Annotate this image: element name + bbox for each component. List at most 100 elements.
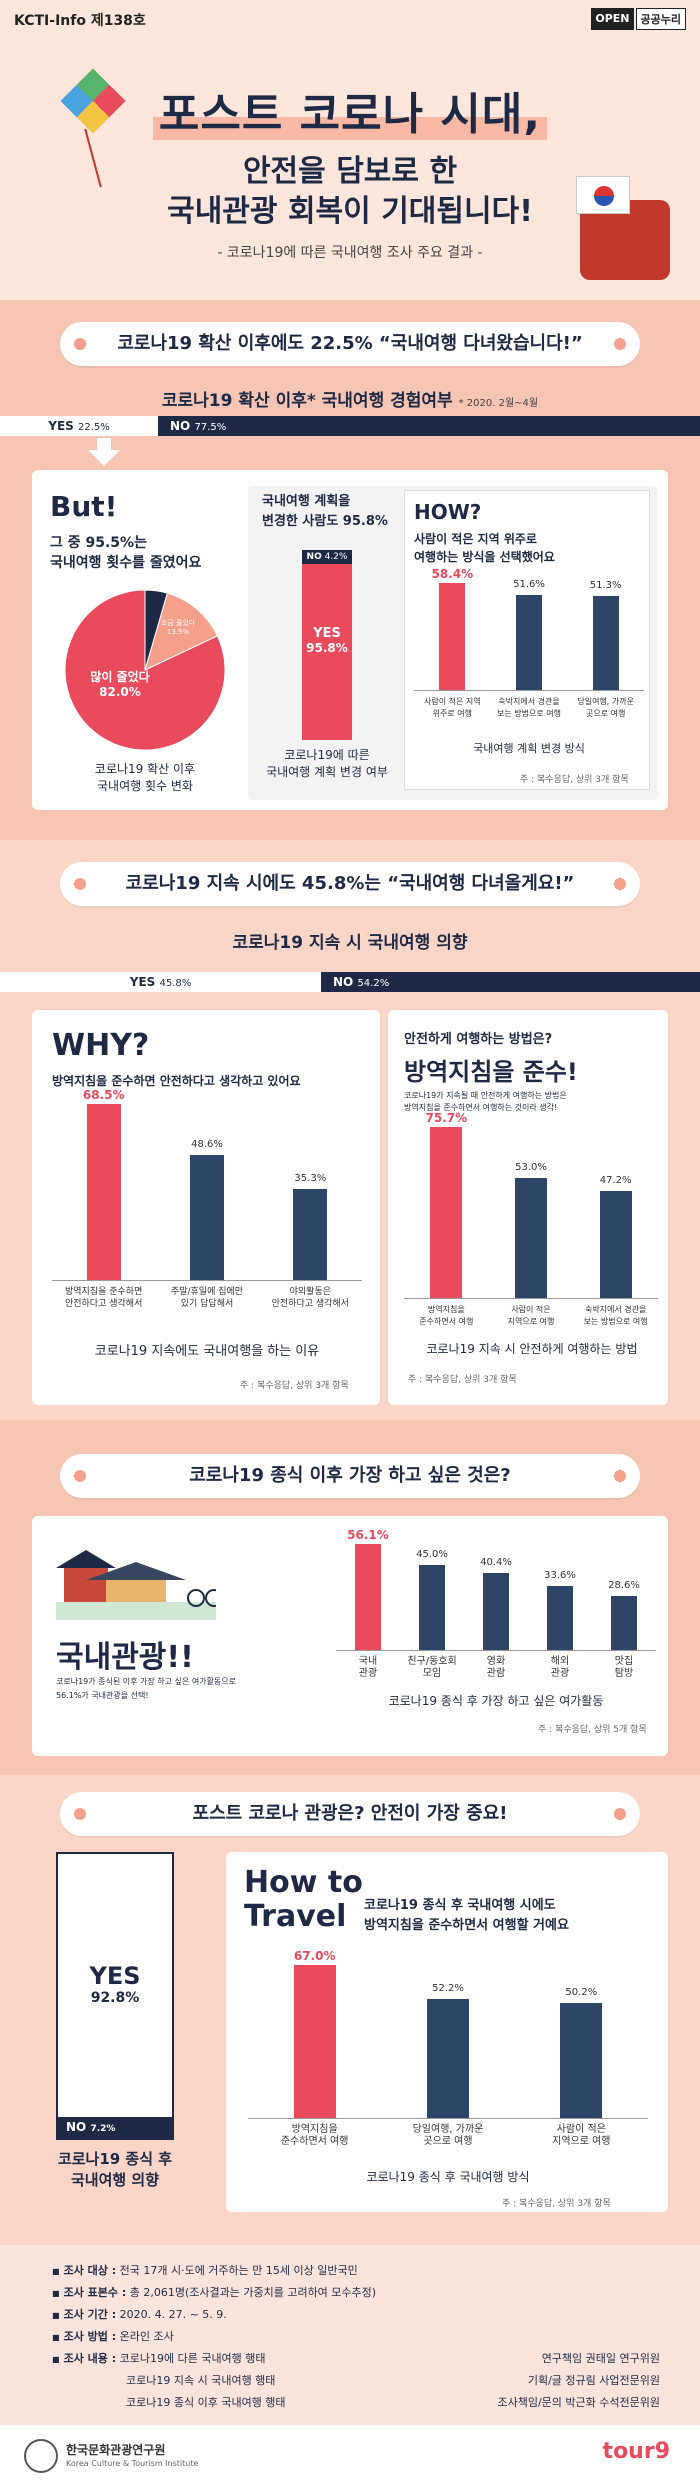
s4-no-segment: NO 7.2% [58, 2117, 172, 2138]
whychart-label-2: 야외활동은 안전하다고 생각해서 [271, 1287, 350, 1309]
why-title: WHY? [52, 1028, 150, 1063]
s3chart-value-2: 40.4% [480, 1557, 512, 1568]
s4chart-bar-0 [294, 1965, 336, 2118]
section-1-pill: 코로나19 확산 이후에도 22.5% “국내여행 다녀왔습니다!” [60, 322, 640, 366]
whychart-value-1: 48.6% [191, 1139, 223, 1150]
s1-subtitle: 코로나19 확산 이후* 국내여행 경험여부 * 2020. 2월~4월 [161, 391, 539, 411]
main-subtitle: 안전을 담보로 한 국내관광 회복이 기대됩니다! [167, 154, 533, 229]
howchart-label-2: 당일여행, 가까운 곳으로 여행 [577, 697, 634, 718]
whychart-value-2: 35.3% [294, 1173, 327, 1184]
safe-desc-2: 방역지침을 준수하면서 여행하는 것이라 생각! [404, 1103, 558, 1112]
whychart-value-0: 68.5% [82, 1088, 125, 1102]
why-bar-chart: 68.5% 방역지침을 준수하면 안전하다고 생각해서 48.6% 주말/휴일에 집에만… [52, 1088, 362, 1309]
open-badge-sub: 공공누리 [635, 8, 686, 30]
whychart-bar-0 [87, 1104, 121, 1280]
section-4-pill: 포스트 코로나 관광은? 안전이 가장 중요! [60, 1792, 640, 1836]
how-text-2: 여행하는 방식을 선택했어요 [414, 550, 555, 564]
howchart-label-1: 숙박지에서 경관을 보는 방법으로 여행 [497, 697, 561, 718]
why-caption: 코로나19 지속에도 국내여행을 하는 이유 [94, 1344, 320, 1359]
whychart-label-1: 주말/휴일에 집에만 있기 답답해서 [170, 1287, 244, 1309]
safe-desc-1: 코로나19가 지속될 때 안전하게 여행하는 방법은 [404, 1091, 567, 1100]
howchart-value-2: 51.3% [589, 580, 622, 591]
whychart-label-0: 방역지침을 준수하면 안전하다고 생각해서 [64, 1287, 143, 1309]
s3chart-value-3: 33.6% [544, 1570, 576, 1581]
open-badge-text: OPEN [591, 8, 634, 30]
s2-yes-segment: YES 45.8% [0, 972, 321, 992]
s4-bar-chart: 67.0% 방역지침을 준수하면서 여행 52.2% 당일여행, 가까운 곳으로 여행 50… [248, 1949, 648, 2147]
palace-illustration-icon [56, 1550, 216, 1620]
korea-flag-icon [576, 176, 630, 214]
s3-bar-chart: 56.1% 국내 관광 45.0% 친구/동호회 모임 40.4% 영화 관람 33.6% 해외 관광… [336, 1528, 656, 1679]
open-license-badge: OPEN 공공누리 [591, 8, 686, 30]
org-name-kr: 한국문화관광연구원 [66, 2443, 166, 2457]
why-text: 방역지침을 준수하면 안전하다고 생각하고 있어요 [52, 1074, 301, 1088]
how-text-1: 사람이 적은 지역 위주로 [414, 532, 537, 546]
how-title: HOW? [414, 500, 482, 524]
s3chart-bar-4 [611, 1596, 637, 1650]
but-caption: 코로나19 확산 이후 국내여행 횟수 변화 [94, 762, 196, 793]
but-text-1: 그 중 95.5%는 [50, 535, 147, 551]
howchart-bar-2 [593, 596, 619, 690]
s3chart-label-2: 영화 관람 [486, 1656, 506, 1679]
header: KCTI-Info 제138호 OPEN 공공누리 포스트 코로나 시대, 안전… [0, 0, 700, 300]
s3chart-value-4: 28.6% [608, 1580, 640, 1591]
safechart-label-0: 방역지침을 준수하면서 여행 [419, 1305, 474, 1326]
s3chart-value-0: 56.1% [347, 1528, 389, 1542]
s4-caption: 코로나19 종식 후 국내여행 방식 [366, 2170, 530, 2184]
how-bar-chart: 58.4% 사람이 적은 지역 위주로 여행 51.6% 숙박지에서 경관을 보는 방법으… [414, 567, 644, 718]
howchart-bar-1 [516, 595, 542, 690]
s3chart-bar-3 [547, 1586, 573, 1650]
safe-title-2: 방역지침을 준수! [404, 1058, 578, 1086]
s4chart-value-0: 67.0% [293, 1949, 336, 1963]
credit-1: 연구책임 권태일 연구위원 [541, 2352, 660, 2365]
s1-pie-chart [64, 589, 226, 751]
s3-desc-1: 코로나19가 종식된 이후 가장 하고 싶은 여가활동으로 [56, 1677, 236, 1686]
pie-slice-small [144, 592, 219, 671]
whychart-bar-2 [293, 1189, 327, 1280]
s1-yes-no-bar: YES 22.5% NO 77.5% [0, 416, 700, 436]
kcti-logo-icon [24, 2439, 58, 2473]
s3chart-axis [336, 1650, 656, 1651]
s4-yes-segment: YES 92.8% [89, 1961, 141, 2006]
how-to-travel-title: How to Travel [244, 1865, 363, 1934]
pie-small-label: 조금 줄었다 13.5% [160, 619, 196, 636]
section-3-pill: 코로나19 종식 이후 가장 하고 싶은 것은? [60, 1454, 640, 1498]
safe-caption: 코로나19 지속 시 안전하게 여행하는 방법 [426, 1342, 638, 1356]
howchart-axis [414, 690, 644, 691]
howchart-bar-0 [439, 583, 465, 690]
s3-desc-2: 56.1%가 국내관광을 선택! [56, 1691, 149, 1700]
s4chart-bar-2 [560, 2003, 602, 2118]
s3-big-text: 국내관광!! [56, 1640, 194, 1675]
safechart-value-0: 75.7% [425, 1111, 468, 1125]
whychart-axis [52, 1280, 362, 1281]
s4chart-label-2: 사람이 적은 지역으로 여행 [552, 2124, 611, 2147]
howchart-label-0: 사람이 적은 지역 위주로 여행 [424, 697, 481, 718]
credit-2: 기획/글 정규림 사업전문위원 [527, 2374, 660, 2387]
how-caption: 국내여행 계획 변경 방식 [473, 742, 585, 755]
section-2-pill: 코로나19 지속 시에도 45.8%는 “국내여행 다녀올게요!” [60, 862, 640, 906]
safe-title-1: 안전하게 여행하는 방법은? [404, 1032, 553, 1047]
s4chart-label-1: 당일여행, 가까운 곳으로 여행 [412, 2124, 484, 2147]
plan-no-bar: NO 4.2% [302, 550, 352, 564]
s3-caption: 코로나19 종식 후 가장 하고 싶은 여가활동 [388, 1694, 604, 1708]
pie-big-label: 많이 줄었다 82.0% [90, 670, 150, 699]
s3chart-bar-2 [483, 1573, 509, 1650]
survey-content-3: 코로나19 종식 이후 국내여행 행태 [126, 2396, 286, 2409]
howchart-value-0: 58.4% [431, 567, 474, 581]
survey-content-2: 코로나19 지속 시 국내여행 행태 [126, 2374, 276, 2387]
s4-left-caption: 코로나19 종식 후 국내여행 의향 [57, 2150, 173, 2189]
safechart-value-1: 53.0% [515, 1162, 547, 1173]
s2-no-segment: NO 54.2% [321, 972, 700, 992]
survey-method: 조사 방법 : 온라인 조사 [52, 2328, 174, 2344]
pie-slice-rest [144, 589, 168, 671]
whychart-bar-1 [190, 1155, 224, 1280]
s4-text-1: 코로나19 종식 후 국내여행 시에도 [364, 1898, 556, 1913]
survey-content: 조사 내용 : 코로나19에 다른 국내여행 행태 [52, 2350, 266, 2366]
credit-3: 조사책임/문의 박근화 수석전문위원 [497, 2396, 661, 2409]
s3chart-bar-1 [419, 1565, 445, 1650]
s3chart-bar-0 [355, 1544, 381, 1650]
plan-title-2: 변경한 사람도 95.8% [262, 514, 388, 529]
s1-yes-segment: YES 22.5% [0, 416, 158, 436]
safechart-label-2: 숙박지에서 경관을 보는 방법으로 여행 [583, 1305, 648, 1326]
